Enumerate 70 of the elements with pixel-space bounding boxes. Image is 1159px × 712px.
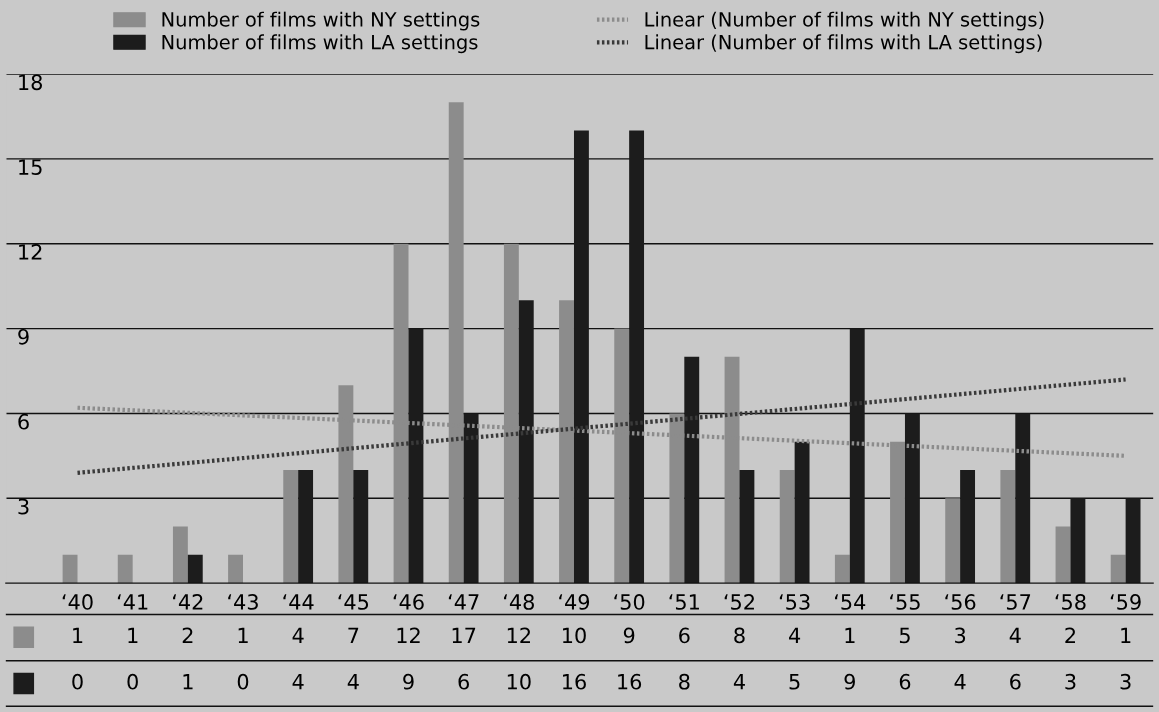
x-tick-label: ‘44 bbox=[283, 594, 314, 610]
x-tick-label: ‘59 bbox=[1110, 594, 1141, 610]
data-label: 9 bbox=[403, 673, 414, 690]
x-tick-label: ‘46 bbox=[393, 594, 424, 610]
data-label: 9 bbox=[623, 627, 635, 644]
data-label: 8 bbox=[734, 627, 745, 644]
data-label: 4 bbox=[954, 674, 966, 690]
x-tick-label: ‘49 bbox=[559, 594, 590, 610]
data-label: 6 bbox=[458, 673, 469, 690]
data-label: 1 bbox=[183, 674, 193, 690]
data-label: 3 bbox=[1065, 673, 1076, 690]
data-label: 7 bbox=[348, 627, 359, 643]
x-tick-label: ‘55 bbox=[890, 594, 920, 610]
data-label: 4 bbox=[292, 627, 304, 643]
data-label: 12 bbox=[397, 627, 420, 643]
data-label: 16 bbox=[563, 673, 586, 690]
data-label: 10 bbox=[507, 673, 531, 690]
y-tick-label: 18 bbox=[19, 74, 42, 91]
x-tick-label: ‘51 bbox=[669, 594, 699, 610]
data-label: 0 bbox=[72, 673, 83, 690]
data-label: 0 bbox=[127, 673, 138, 690]
legend-label: Linear (Number of films with LA settings) bbox=[645, 34, 1042, 54]
data-label: 2 bbox=[1065, 627, 1075, 643]
x-tick-label: ‘54 bbox=[835, 594, 866, 610]
y-tick-label: 12 bbox=[19, 244, 42, 260]
x-tick-label: ‘40 bbox=[62, 594, 93, 610]
y-tick-label: 6 bbox=[18, 413, 29, 430]
data-label: 4 bbox=[733, 674, 745, 690]
data-label: 6 bbox=[899, 673, 911, 690]
data-label: 8 bbox=[679, 673, 690, 690]
data-label: 3 bbox=[1120, 673, 1131, 690]
data-label: 5 bbox=[899, 627, 910, 644]
data-label: 5 bbox=[789, 674, 800, 690]
data-label: 6 bbox=[1010, 673, 1021, 690]
x-tick-label: ‘50 bbox=[614, 594, 645, 610]
data-label: 9 bbox=[844, 673, 855, 690]
legend-label: Number of films with NY settings bbox=[162, 11, 480, 31]
data-label: 16 bbox=[618, 673, 642, 690]
data-label: 1 bbox=[845, 627, 855, 643]
x-tick-label: ‘57 bbox=[1000, 594, 1031, 610]
x-tick-label: ‘47 bbox=[448, 594, 479, 610]
data-label: 2 bbox=[182, 627, 193, 643]
data-label: 6 bbox=[679, 627, 690, 644]
legend-label: Linear (Number of films with NY settings) bbox=[645, 11, 1044, 31]
data-label: 4 bbox=[347, 674, 359, 690]
data-label: 4 bbox=[292, 674, 304, 690]
x-tick-label: ‘42 bbox=[173, 594, 203, 610]
x-tick-label: ‘56 bbox=[945, 594, 976, 610]
data-label: 17 bbox=[452, 627, 476, 643]
x-tick-label: ‘43 bbox=[228, 594, 258, 610]
x-tick-label: ‘53 bbox=[779, 594, 810, 610]
x-tick-label: ‘45 bbox=[338, 594, 369, 610]
y-tick-label: 15 bbox=[19, 159, 42, 176]
data-label: 12 bbox=[507, 627, 530, 643]
data-label: 4 bbox=[789, 627, 801, 643]
y-tick-label: 9 bbox=[18, 328, 29, 345]
data-label: 10 bbox=[563, 627, 586, 644]
data-label: 1 bbox=[73, 627, 83, 643]
x-tick-label: ‘41 bbox=[117, 594, 148, 610]
x-tick-label: ‘58 bbox=[1055, 594, 1086, 610]
data-label: 0 bbox=[237, 673, 249, 690]
x-tick-label: ‘52 bbox=[724, 594, 754, 610]
data-label: 1 bbox=[238, 627, 248, 643]
legend-label: Number of films with LA settings bbox=[162, 34, 478, 54]
x-tick-label: ‘48 bbox=[504, 594, 534, 610]
data-label: 3 bbox=[955, 627, 966, 644]
y-tick-label: 3 bbox=[18, 498, 29, 515]
data-label: 1 bbox=[128, 627, 138, 643]
data-label: 1 bbox=[1121, 627, 1131, 643]
data-label: 4 bbox=[1009, 627, 1021, 643]
